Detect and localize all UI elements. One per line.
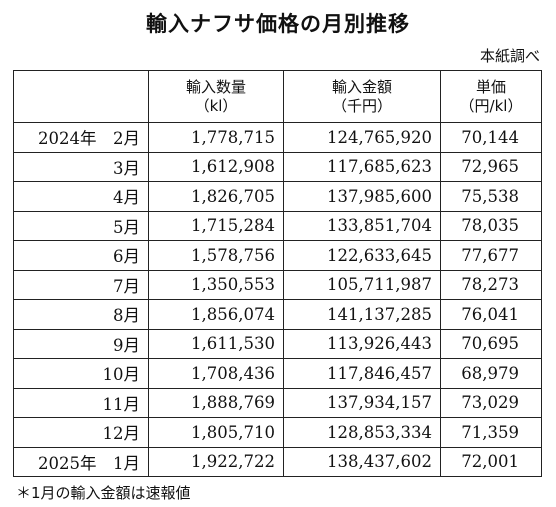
- header-price-label: 単価: [475, 77, 506, 96]
- row-price: 70,695: [440, 328, 542, 359]
- row-price: 71,359: [440, 417, 542, 448]
- row-price: 70,144: [440, 122, 542, 153]
- table-row: 8月 1,856,074 141,137,285 76,041: [13, 299, 542, 330]
- row-amount: 133,851,704: [283, 210, 441, 241]
- table-row: 4月 1,826,705 137,985,600 75,538: [13, 181, 542, 212]
- table-row: 11月 1,888,769 137,934,157 73,029: [13, 387, 542, 418]
- row-month: 2024年 2月: [13, 122, 149, 153]
- row-price: 78,035: [440, 210, 542, 241]
- table-row: 7月 1,350,553 105,711,987 78,273: [13, 269, 542, 300]
- row-volume: 1,856,074: [148, 299, 284, 330]
- row-amount: 124,765,920: [283, 122, 441, 153]
- header-amount-label: 輸入金額: [331, 77, 392, 96]
- row-price: 72,001: [440, 446, 542, 477]
- row-month: 3月: [13, 151, 149, 182]
- row-amount: 138,437,602: [283, 446, 441, 477]
- row-amount: 137,985,600: [283, 181, 441, 212]
- row-amount: 128,853,334: [283, 417, 441, 448]
- row-volume: 1,611,530: [148, 328, 284, 359]
- row-month: 9月: [13, 328, 149, 359]
- table-row: 5月 1,715,284 133,851,704 78,035: [13, 210, 542, 241]
- row-volume: 1,888,769: [148, 387, 284, 418]
- header-volume-unit: （kl）: [194, 96, 238, 115]
- row-price: 76,041: [440, 299, 542, 330]
- table-row: 3月 1,612,908 117,685,623 72,965: [13, 151, 542, 182]
- table-row: 12月 1,805,710 128,853,334 71,359: [13, 417, 542, 448]
- source-note: 本紙調べ: [479, 47, 540, 65]
- row-volume: 1,826,705: [148, 181, 284, 212]
- row-month: 11月: [13, 387, 149, 418]
- row-volume: 1,350,553: [148, 269, 284, 300]
- header-amount-unit: （千円）: [331, 96, 392, 115]
- table-header-row: 輸入数量 （kl） 輸入金額 （千円） 単価 （円/kl）: [13, 70, 542, 123]
- header-amount: 輸入金額 （千円）: [283, 70, 441, 123]
- row-volume: 1,708,436: [148, 358, 284, 389]
- header-volume-label: 輸入数量: [185, 77, 246, 96]
- row-amount: 141,137,285: [283, 299, 441, 330]
- row-volume: 1,612,908: [148, 151, 284, 182]
- row-amount: 105,711,987: [283, 269, 441, 300]
- row-month: 7月: [13, 269, 149, 300]
- header-price: 単価 （円/kl）: [440, 70, 542, 123]
- row-volume: 1,715,284: [148, 210, 284, 241]
- row-price: 72,965: [440, 151, 542, 182]
- row-month: 10月: [13, 358, 149, 389]
- naphtha-price-table: 輸入数量 （kl） 輸入金額 （千円） 単価 （円/kl） 2024年 2月 1…: [13, 70, 542, 477]
- table-row: 6月 1,578,756 122,633,645 77,677: [13, 240, 542, 271]
- row-month: 8月: [13, 299, 149, 330]
- row-price: 73,029: [440, 387, 542, 418]
- row-volume: 1,578,756: [148, 240, 284, 271]
- table-row: 2025年 1月 1,922,722 138,437,602 72,001: [13, 446, 542, 477]
- row-amount: 117,846,457: [283, 358, 441, 389]
- footnote: ＊1月の輸入金額は速報値: [16, 484, 191, 502]
- row-volume: 1,805,710: [148, 417, 284, 448]
- row-price: 77,677: [440, 240, 542, 271]
- row-volume: 1,922,722: [148, 446, 284, 477]
- row-month: 12月: [13, 417, 149, 448]
- row-month: 6月: [13, 240, 149, 271]
- row-amount: 117,685,623: [283, 151, 441, 182]
- row-month: 4月: [13, 181, 149, 212]
- row-price: 68,979: [440, 358, 542, 389]
- row-price: 78,273: [440, 269, 542, 300]
- row-price: 75,538: [440, 181, 542, 212]
- table-row: 9月 1,611,530 113,926,443 70,695: [13, 328, 542, 359]
- page-title: 輸入ナフサ価格の月別推移: [146, 12, 410, 36]
- row-amount: 137,934,157: [283, 387, 441, 418]
- header-volume: 輸入数量 （kl）: [148, 70, 284, 123]
- header-period: [13, 70, 149, 123]
- table-row: 10月 1,708,436 117,846,457 68,979: [13, 358, 542, 389]
- row-month: 5月: [13, 210, 149, 241]
- row-month: 2025年 1月: [13, 446, 149, 477]
- header-price-unit: （円/kl）: [459, 96, 523, 115]
- row-volume: 1,778,715: [148, 122, 284, 153]
- row-amount: 122,633,645: [283, 240, 441, 271]
- row-amount: 113,926,443: [283, 328, 441, 359]
- table-row: 2024年 2月 1,778,715 124,765,920 70,144: [13, 122, 542, 153]
